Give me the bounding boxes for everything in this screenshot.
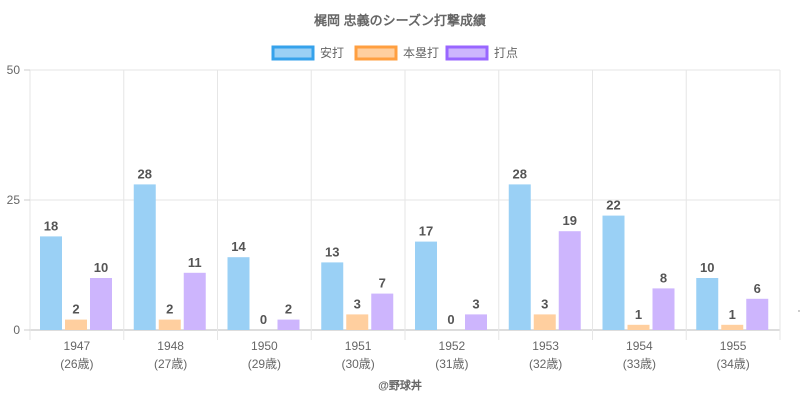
y-tick-label: 25 [7, 193, 21, 207]
legend-label[interactable]: 打点 [494, 46, 518, 60]
legend-swatch [271, 45, 315, 61]
data-label: 6 [754, 281, 761, 296]
bar[interactable] [40, 236, 62, 330]
bar[interactable] [371, 293, 394, 330]
bar[interactable] [465, 314, 487, 330]
bar[interactable] [415, 241, 437, 330]
data-label: 18 [44, 218, 58, 233]
bar[interactable] [321, 262, 344, 330]
bar[interactable] [533, 314, 556, 330]
bar[interactable] [746, 298, 769, 330]
x-tick-label: 1950 [251, 339, 278, 353]
legend-swatch [445, 45, 489, 61]
bar[interactable] [508, 184, 531, 330]
data-label: 10 [700, 260, 714, 275]
x-tick-label: 1953 [532, 339, 559, 353]
data-label: 3 [541, 296, 548, 311]
data-label: 0 [260, 312, 267, 327]
bar[interactable] [627, 324, 650, 330]
x-tick-label: 1954 [626, 339, 653, 353]
data-label: 2 [285, 302, 292, 317]
data-label: 1 [729, 307, 736, 322]
bar[interactable] [346, 314, 369, 330]
data-label: 3 [354, 296, 361, 311]
legend-swatch [354, 45, 398, 61]
x-tick-sublabel: (33歳) [623, 357, 656, 371]
legend: 安打 本塁打 打点 [271, 45, 518, 61]
x-tick-sublabel: (34歳) [716, 357, 749, 371]
data-label: 7 [379, 276, 386, 291]
data-label: 22 [606, 198, 620, 213]
data-label: 28 [138, 166, 152, 181]
data-label: 17 [419, 224, 433, 239]
x-tick-label: 1951 [345, 339, 372, 353]
data-label: 3 [472, 296, 479, 311]
data-label: 0 [447, 312, 454, 327]
x-tick-label: 1955 [720, 339, 747, 353]
x-tick-label: 1948 [157, 339, 184, 353]
bar[interactable] [183, 272, 206, 330]
y-tick-label: 0 [13, 323, 20, 337]
data-label: 8 [660, 270, 667, 285]
data-label: 2 [72, 302, 79, 317]
x-tick-sublabel: (31歳) [435, 357, 468, 371]
legend-label[interactable]: 安打 [320, 45, 344, 60]
data-label: 14 [231, 239, 246, 254]
bars [40, 184, 769, 330]
data-label: 28 [513, 166, 527, 181]
x-tick-sublabel: (29歳) [248, 357, 281, 371]
bar[interactable] [277, 319, 300, 330]
x-tick-sublabel: (26歳) [60, 357, 93, 371]
credit-label: @野球丼 [378, 378, 422, 392]
data-label: 2 [166, 302, 173, 317]
data-label: 1 [635, 307, 642, 322]
x-tick-label: 1952 [439, 339, 466, 353]
bar[interactable] [158, 319, 181, 330]
y-axis: 0 25 50 [7, 63, 30, 337]
chart-title: 梶岡 忠義のシーズン打撃成績 [314, 13, 486, 28]
x-tick-sublabel: (27歳) [154, 357, 187, 371]
bar[interactable] [227, 257, 250, 330]
legend-label[interactable]: 本塁打 [403, 46, 439, 60]
bar[interactable] [133, 184, 156, 330]
bar[interactable] [90, 278, 112, 330]
bar[interactable] [696, 278, 719, 330]
x-axis: 1947 (26歳) 1948 (27歳) 1950 (29歳) 1951 (30歳) 1952… [60, 339, 750, 371]
data-label: 19 [563, 213, 577, 228]
x-tick-sublabel: (30歳) [341, 357, 374, 371]
bar[interactable] [558, 231, 581, 330]
data-label: 13 [325, 244, 339, 259]
data-label: 10 [94, 260, 108, 275]
x-tick-label: 1947 [64, 339, 91, 353]
bar[interactable] [721, 324, 744, 330]
bar[interactable] [602, 215, 625, 330]
x-tick-sublabel: (32歳) [529, 357, 562, 371]
y-tick-label: 50 [7, 63, 21, 77]
data-label: 11 [188, 255, 202, 270]
bar[interactable] [65, 319, 87, 330]
bar[interactable] [652, 288, 675, 330]
